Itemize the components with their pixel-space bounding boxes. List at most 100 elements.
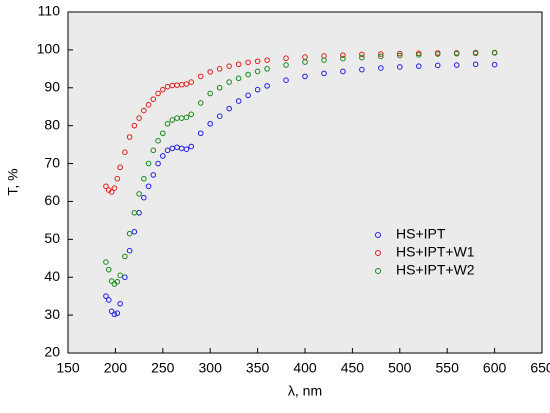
data-point xyxy=(245,59,251,66)
data-point xyxy=(216,84,223,91)
data-point xyxy=(264,83,270,89)
data-point xyxy=(105,297,112,303)
data-point xyxy=(117,164,123,171)
data-point xyxy=(378,65,384,71)
data-point xyxy=(141,107,147,114)
data-point xyxy=(183,146,190,152)
data-point xyxy=(155,138,161,144)
y-tick-label: 100 xyxy=(37,41,61,57)
y-tick-label: 60 xyxy=(44,192,60,208)
data-point xyxy=(108,308,115,315)
data-point xyxy=(103,183,109,190)
data-point xyxy=(359,51,365,58)
data-point xyxy=(254,58,261,65)
data-point xyxy=(108,278,115,284)
data-point xyxy=(235,75,242,82)
data-point xyxy=(397,50,403,57)
data-point xyxy=(103,293,109,299)
data-point xyxy=(136,191,142,197)
data-point xyxy=(235,98,242,104)
data-point xyxy=(453,50,460,57)
data-point xyxy=(188,79,195,85)
x-tick-label: 250 xyxy=(151,360,175,376)
y-tick-label: 90 xyxy=(44,78,60,94)
x-tick-label: 150 xyxy=(56,360,80,376)
y-tick-label: 70 xyxy=(44,154,60,170)
data-point xyxy=(359,66,365,73)
x-tick-label: 600 xyxy=(483,360,507,376)
data-point xyxy=(245,92,251,99)
data-point xyxy=(141,194,147,201)
data-point xyxy=(254,86,261,93)
y-axis-label: T, % xyxy=(5,168,21,195)
data-point xyxy=(114,310,121,317)
data-point xyxy=(197,73,204,80)
data-point xyxy=(491,50,498,56)
data-point xyxy=(160,86,166,93)
data-point xyxy=(415,52,422,58)
data-point xyxy=(254,68,261,75)
data-point xyxy=(117,300,123,307)
data-point xyxy=(453,62,460,68)
data-point xyxy=(434,62,441,69)
data-point xyxy=(111,185,118,191)
legend-label: HS+IPT xyxy=(396,226,446,242)
y-tick-label: 110 xyxy=(38,3,61,19)
data-point xyxy=(131,228,138,235)
data-point xyxy=(216,66,223,72)
data-point xyxy=(117,272,123,279)
y-tick-label: 80 xyxy=(44,116,60,132)
x-tick-label: 200 xyxy=(104,360,128,376)
x-tick-label: 650 xyxy=(530,360,550,376)
data-point xyxy=(264,57,270,63)
data-point xyxy=(378,51,384,57)
data-point xyxy=(321,57,327,63)
x-tick-label: 350 xyxy=(246,360,270,376)
data-point xyxy=(434,51,441,57)
data-point xyxy=(145,102,152,108)
y-tick-label: 30 xyxy=(44,306,60,322)
data-point xyxy=(226,63,232,69)
data-point xyxy=(235,61,242,68)
data-point xyxy=(164,120,171,127)
data-point xyxy=(131,122,138,129)
data-point xyxy=(378,53,384,60)
data-point xyxy=(226,105,232,112)
data-point xyxy=(283,62,289,68)
data-point xyxy=(472,61,479,68)
legend-marker xyxy=(375,232,381,238)
data-point xyxy=(122,149,128,155)
data-point xyxy=(216,113,223,119)
legend-marker xyxy=(375,250,381,256)
data-point xyxy=(226,79,232,85)
x-tick-label: 400 xyxy=(293,360,317,376)
data-point xyxy=(111,311,118,318)
data-point xyxy=(136,115,142,121)
data-point xyxy=(207,90,213,97)
data-point xyxy=(114,175,121,182)
data-point xyxy=(340,68,346,75)
data-point xyxy=(145,160,152,167)
data-point xyxy=(207,69,213,75)
y-tick-label: 50 xyxy=(44,230,60,246)
x-axis-label: λ, nm xyxy=(288,383,322,399)
data-point xyxy=(155,160,161,167)
x-tick-label: 500 xyxy=(388,360,412,376)
data-point xyxy=(145,183,152,190)
data-point xyxy=(183,81,190,87)
data-point xyxy=(302,59,308,65)
data-point xyxy=(150,172,157,178)
data-point xyxy=(188,143,195,150)
y-tick-label: 20 xyxy=(44,344,60,360)
data-point xyxy=(105,266,112,273)
x-tick-label: 450 xyxy=(341,360,365,376)
legend-marker xyxy=(375,268,381,274)
x-tick-label: 300 xyxy=(199,360,223,376)
data-point xyxy=(160,130,166,137)
data-point xyxy=(183,114,190,121)
data-point xyxy=(103,259,109,265)
data-point xyxy=(160,153,166,159)
data-point xyxy=(302,73,308,80)
